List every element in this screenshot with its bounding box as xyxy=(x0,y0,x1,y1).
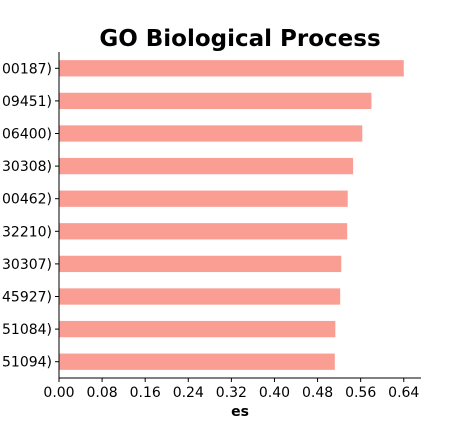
x-tick-label-1: 0.08 xyxy=(87,385,118,401)
x-tick-label-0: 0.00 xyxy=(43,385,74,401)
bars-layer xyxy=(59,60,404,370)
bar-0 xyxy=(59,60,404,77)
bar-7 xyxy=(59,288,341,305)
bar-6 xyxy=(59,255,342,273)
x-tick-label-8: 0.64 xyxy=(388,385,419,401)
bar-3 xyxy=(59,157,354,175)
y-tick-label-8: 51084) xyxy=(2,322,52,338)
x-tick-label-4: 0.32 xyxy=(216,385,247,401)
y-axis-ticks: 00187) 09451) 06400) 30308) 00462) 32210) 3030… xyxy=(2,61,59,371)
y-tick-label-5: 32210) xyxy=(2,224,52,240)
x-tick-label-5: 0.40 xyxy=(259,385,290,401)
x-tick-label-6: 0.48 xyxy=(302,385,333,401)
bar-4 xyxy=(59,190,348,207)
bar-5 xyxy=(59,223,348,240)
x-tick-label-7: 0.56 xyxy=(345,385,376,401)
y-tick-label-4: 00462) xyxy=(2,192,52,208)
x-axis-ticks: 0.00 0.08 0.16 0.24 0.32 0.40 0.48 0.56 0.64 xyxy=(43,378,419,401)
x-tick-label-2: 0.16 xyxy=(130,385,161,401)
y-tick-label-1: 09451) xyxy=(2,94,52,110)
x-axis-label: es xyxy=(231,404,249,420)
bar-1 xyxy=(59,92,372,110)
y-tick-label-0: 00187) xyxy=(2,61,52,77)
bar-9 xyxy=(59,353,335,370)
y-tick-label-7: 45927) xyxy=(2,290,52,306)
chart-title: GO Biological Process xyxy=(99,26,380,52)
x-tick-label-3: 0.24 xyxy=(173,385,204,401)
y-tick-label-6: 30307) xyxy=(2,257,52,273)
y-tick-label-3: 30308) xyxy=(2,159,52,175)
bar-2 xyxy=(59,125,363,142)
bar-8 xyxy=(59,320,336,338)
y-tick-label-9: 51094) xyxy=(2,355,52,371)
y-tick-label-2: 06400) xyxy=(2,127,52,143)
